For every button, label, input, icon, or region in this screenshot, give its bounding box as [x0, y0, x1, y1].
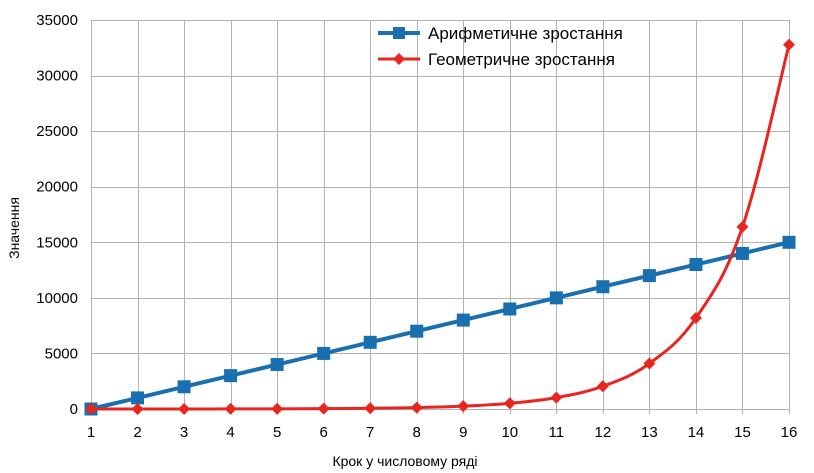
data-point — [131, 402, 144, 415]
data-point — [85, 402, 97, 415]
y-axis-title: Значення — [6, 197, 22, 259]
x-tick-label: 11 — [549, 424, 565, 441]
data-point — [503, 302, 517, 316]
data-point — [270, 358, 284, 372]
y-tick-label: 25000 — [36, 123, 78, 140]
legend-item-arithmetic: Арифметичне зростання — [378, 24, 623, 43]
data-point — [503, 397, 516, 410]
data-point — [410, 324, 424, 338]
data-point — [317, 346, 331, 360]
data-point — [271, 402, 284, 415]
data-point — [643, 357, 656, 370]
x-tick-label: 12 — [595, 424, 612, 441]
data-point — [596, 380, 609, 393]
x-axis-title: Крок у числовому ряді — [332, 453, 477, 469]
data-point — [642, 269, 656, 283]
data-point — [736, 220, 749, 233]
x-tick-label: 10 — [501, 424, 518, 441]
legend-marker-diamond — [393, 53, 405, 65]
x-tick-label: 1 — [87, 424, 95, 441]
gridlines — [91, 20, 790, 414]
x-tick-label: 8 — [413, 424, 421, 441]
y-tick-label: 35000 — [36, 12, 78, 29]
series-arithmetic — [84, 235, 796, 416]
legend-label-geometric: Геометричне зростання — [428, 50, 615, 69]
data-point — [783, 38, 795, 51]
y-tick-label: 5000 — [45, 345, 78, 362]
y-tick-label: 10000 — [36, 290, 78, 307]
x-tick-label: 9 — [459, 424, 467, 441]
x-tick-label: 7 — [366, 424, 374, 441]
x-tick-label: 3 — [180, 424, 188, 441]
series-line — [89, 43, 791, 411]
data-point — [689, 258, 703, 272]
x-tick-label: 2 — [133, 424, 141, 441]
data-point — [224, 402, 237, 415]
data-point — [735, 246, 749, 260]
legend-item-geometric: Геометричне зростання — [378, 50, 615, 69]
data-point — [549, 291, 563, 305]
x-tick-label: 4 — [226, 424, 234, 441]
data-point — [457, 400, 470, 413]
x-tick-label: 15 — [734, 424, 751, 441]
y-tick-label: 0 — [70, 401, 78, 418]
series-geometric — [85, 38, 795, 415]
data-point — [596, 280, 610, 294]
x-tick-label: 6 — [319, 424, 327, 441]
y-tick-label: 20000 — [36, 179, 78, 196]
data-point — [364, 402, 377, 415]
y-tick-label: 15000 — [36, 234, 78, 251]
data-point — [550, 391, 563, 404]
data-point — [131, 391, 145, 405]
y-tick-label: 30000 — [36, 68, 78, 85]
series-line — [89, 240, 791, 411]
data-point — [456, 313, 470, 327]
x-tick-label: 13 — [641, 424, 658, 441]
data-point — [689, 311, 702, 324]
data-point — [363, 335, 377, 349]
x-tick-label: 16 — [781, 424, 798, 441]
data-point — [177, 380, 191, 394]
legend-marker-square — [393, 27, 405, 39]
data-point — [224, 369, 238, 383]
data-point — [782, 235, 796, 249]
data-point — [178, 402, 191, 415]
series-group — [84, 38, 796, 416]
legend-label-arithmetic: Арифметичне зростання — [428, 24, 623, 43]
legend: Арифметичне зростання Геометричне зроста… — [378, 24, 623, 69]
x-tick-label: 14 — [688, 424, 705, 441]
data-point — [410, 401, 423, 414]
data-point — [317, 402, 330, 415]
x-tick-label: 5 — [273, 424, 281, 441]
